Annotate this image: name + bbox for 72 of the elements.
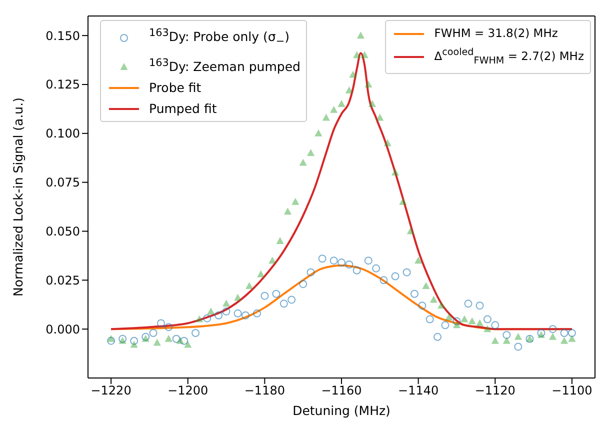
point [338, 100, 346, 108]
point [430, 296, 438, 303]
point [306, 148, 315, 156]
point [353, 51, 361, 58]
point [406, 227, 414, 234]
point [153, 338, 161, 346]
point [438, 302, 446, 309]
point [292, 198, 300, 205]
point [484, 325, 492, 332]
y-tick-label: 0.125 [46, 78, 80, 92]
x-tick-label: −1140 [398, 384, 439, 398]
point [196, 315, 204, 322]
y-tick-label: 0.000 [46, 322, 80, 336]
point [207, 307, 215, 314]
legend-label: $^{163}$Dy: Zeeman pumped [149, 56, 300, 74]
point [548, 332, 557, 340]
point [268, 256, 276, 264]
point [364, 80, 372, 88]
point [491, 336, 499, 344]
point [284, 208, 292, 215]
y-tick-label: 0.150 [46, 28, 80, 43]
x-tick-label: −1160 [321, 384, 362, 398]
point [376, 114, 384, 121]
point [345, 86, 353, 94]
y-tick-label: 0.075 [46, 176, 80, 190]
legend-label: $^{163}$Dy: Probe only (σ$_{−}$) [149, 27, 290, 48]
annotation: FWHM = 31.8(2) MHz [434, 26, 558, 40]
point [514, 332, 522, 340]
point [234, 294, 242, 301]
point [299, 158, 307, 166]
point [130, 340, 138, 348]
point [452, 321, 461, 328]
point [314, 129, 322, 136]
annotation: Δ$^{cooled}$$_{FWHM}$ = 2.7(2) MHz [434, 47, 584, 66]
point [107, 334, 115, 342]
y-tick-label: 0.025 [46, 273, 80, 288]
point [176, 336, 184, 344]
point [356, 32, 365, 39]
point [460, 315, 468, 322]
point [164, 334, 172, 342]
point [568, 334, 576, 342]
point [330, 106, 338, 113]
legend-label: Probe fit [149, 80, 202, 95]
legend-label: Pumped fit [149, 100, 217, 116]
point [368, 100, 376, 108]
point [468, 317, 476, 324]
point [422, 282, 430, 290]
point [349, 70, 357, 78]
point [391, 168, 400, 176]
point [222, 300, 230, 307]
y-tick-label: 0.100 [46, 126, 80, 141]
point [322, 114, 330, 121]
point [257, 270, 265, 278]
point [560, 336, 568, 344]
x-axis-title: Detuning (MHz) [292, 403, 390, 418]
point [384, 139, 392, 146]
point [445, 313, 453, 320]
point [414, 256, 422, 264]
x-tick-label: −1220 [90, 384, 132, 398]
point [476, 319, 484, 326]
y-axis-title: Normalized Lock-in Signal (a.u.) [10, 98, 26, 296]
x-tick-label: −1100 [552, 384, 592, 398]
point [246, 282, 254, 290]
point [184, 340, 192, 348]
x-tick-label: −1180 [244, 384, 285, 398]
point [360, 51, 368, 58]
x-tick-label: −1200 [168, 384, 208, 398]
point [276, 237, 284, 244]
x-tick-label: −1120 [474, 384, 516, 398]
y-tick-label: 0.050 [46, 224, 80, 239]
point [399, 198, 407, 205]
point [502, 336, 510, 344]
